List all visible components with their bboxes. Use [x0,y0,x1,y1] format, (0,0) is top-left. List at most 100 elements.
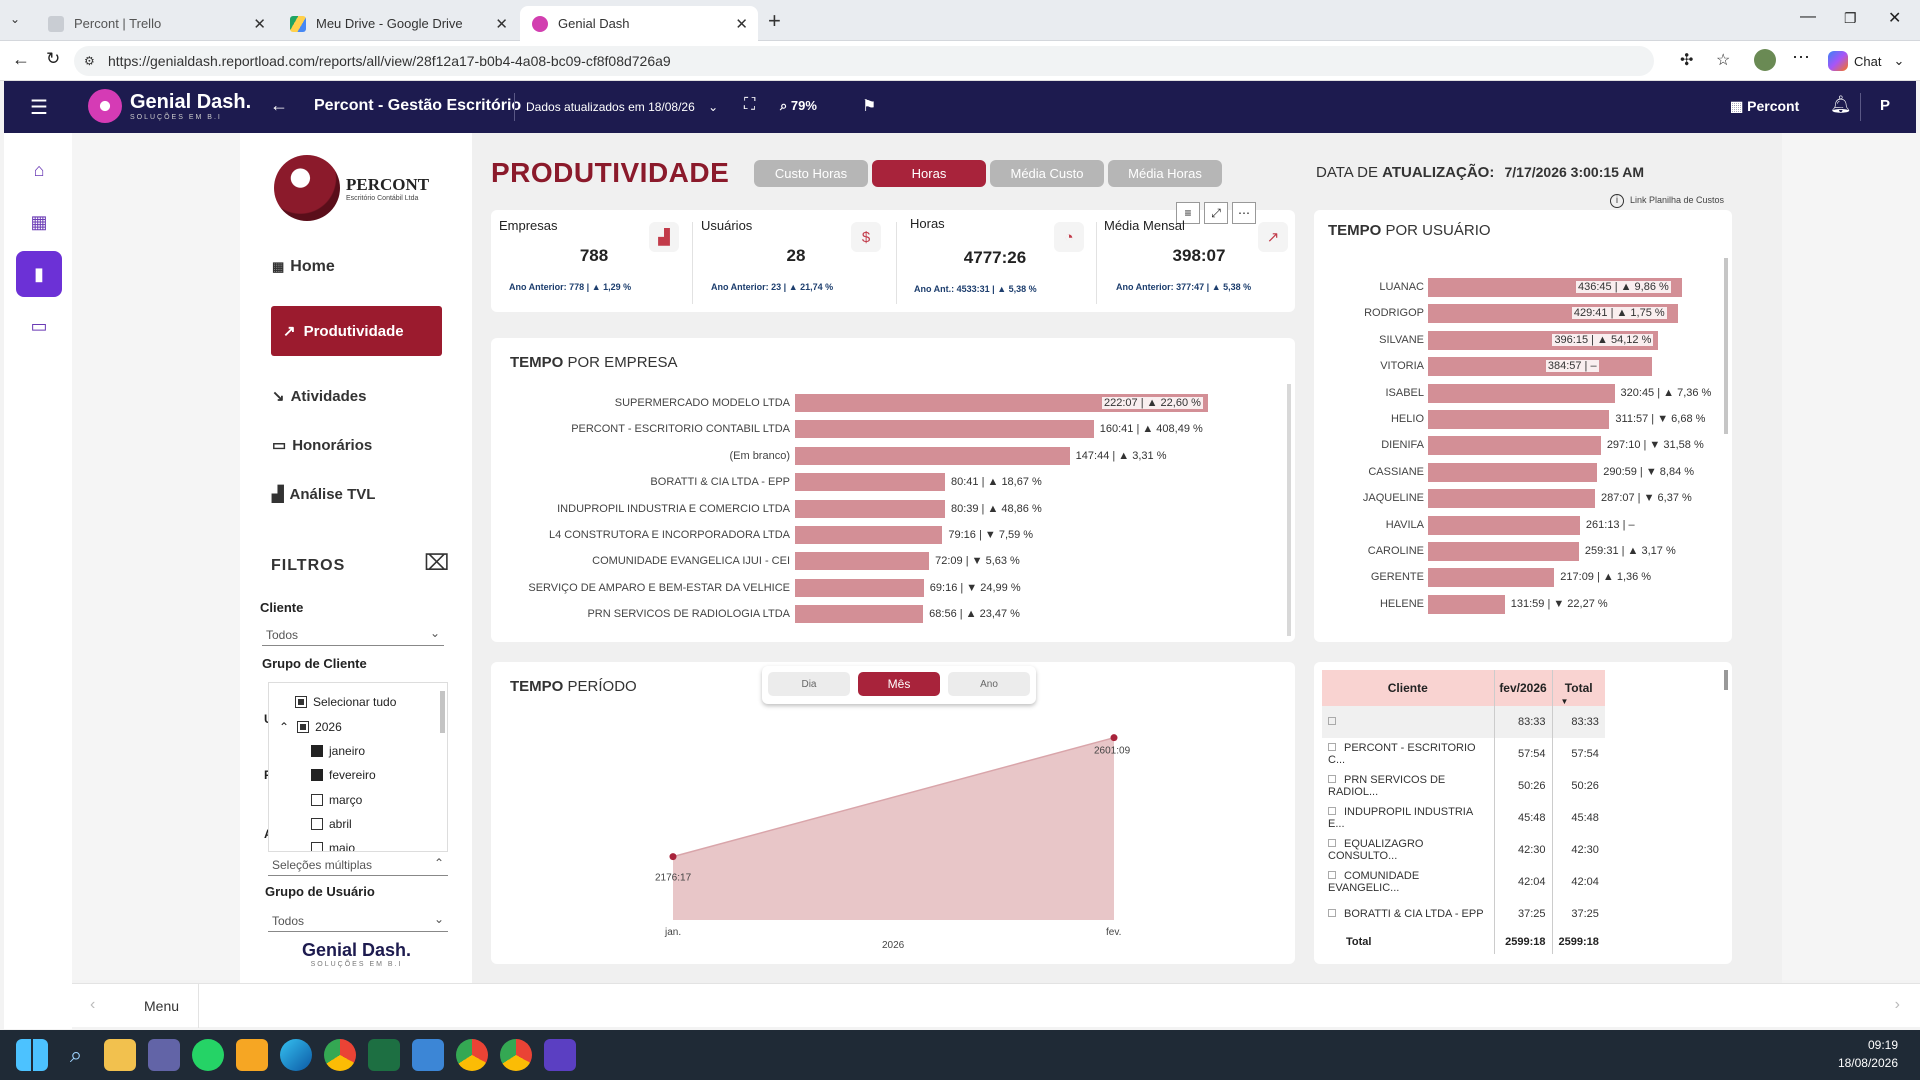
tab-google-drive[interactable]: Meu Drive - Google Drive ✕ [278,6,518,41]
bar[interactable] [795,420,1094,439]
next-page-icon[interactable]: › [1894,996,1900,1013]
site-info-icon[interactable]: ⚙ [84,54,95,68]
expand-icon[interactable] [1328,717,1336,725]
period-mes-button[interactable]: Mês [858,672,940,696]
hamburger-menu-icon[interactable]: ☰ [30,97,48,119]
table-row[interactable]: PRN SERVICOS DE RADIOL... 50:26 50:26 [1322,770,1605,802]
year-option[interactable]: ⌃ 2026 [279,720,342,734]
expand-icon[interactable] [1328,743,1336,751]
remote-desktop-icon[interactable] [412,1039,444,1071]
expand-icon[interactable] [1328,839,1336,847]
usuario-chart-scrollbar[interactable] [1724,258,1728,434]
chrome-icon[interactable] [324,1039,356,1071]
spreadsheet-link[interactable]: i Link Planilha de Custos [1610,194,1724,208]
file-explorer-icon[interactable] [104,1039,136,1071]
page-tab-menu[interactable]: Menu [144,998,180,1014]
expand-icon[interactable] [1328,807,1336,815]
bar[interactable] [1428,542,1579,561]
reload-icon[interactable]: ↻ [46,49,61,68]
segment-horas[interactable]: Horas [872,160,986,187]
back-icon[interactable]: ← [12,49,30,69]
copilot-chat-button[interactable]: Chat ⌄ [1828,51,1904,71]
favorites-icon[interactable]: ☆ [1716,52,1731,69]
table-row[interactable]: 83:33 83:33 [1322,706,1605,738]
home-icon[interactable]: ⌂ [33,159,45,180]
bar[interactable] [795,446,1070,465]
grupo-usuario-select[interactable]: Todos ⌄ [268,910,448,932]
col-header-total[interactable]: Total ▼ [1552,670,1605,706]
windows-start-icon[interactable] [16,1039,48,1071]
expand-icon[interactable] [1328,871,1336,879]
user-avatar[interactable]: P [1880,97,1891,114]
reports-chart-icon[interactable]: ▮ [16,251,62,297]
bar[interactable] [795,526,943,544]
tab-trello[interactable]: Percont | Trello ✕ [36,6,276,41]
excel-icon[interactable] [368,1039,400,1071]
bar[interactable] [795,552,930,571]
month-dropdown-list[interactable]: Selecionar tudo ⌃ 2026 janeiro fevereiro … [268,682,448,852]
bar[interactable] [1428,462,1598,482]
collapse-icon[interactable]: ⌃ [279,720,290,734]
bar[interactable] [1428,489,1595,509]
bar[interactable] [795,578,924,597]
clock-date[interactable]: 18/08/2026 [1837,1056,1898,1070]
col-header-fev[interactable]: fev/2026 [1494,670,1553,706]
month-option[interactable]: maio [311,841,355,851]
prev-page-icon[interactable]: ‹ [90,996,96,1013]
bar[interactable] [1428,357,1652,377]
bar[interactable] [1428,436,1601,456]
restore-icon[interactable]: ❐ [1844,10,1857,26]
table-row[interactable]: BORATTI & CIA LTDA - EPP 37:25 37:25 [1322,898,1605,930]
zoom-control[interactable]: ⌕ 79% [780,98,817,114]
month-option[interactable]: abril [311,817,352,831]
update-dropdown[interactable]: Dados atualizados em 18/08/26 ⌄ [526,100,718,114]
data-point[interactable] [669,853,677,861]
bar[interactable] [1428,410,1610,429]
search-icon[interactable]: ⌕ [69,1042,83,1067]
data-point[interactable] [1110,734,1118,742]
table-scrollbar[interactable] [1724,670,1728,690]
multi-select-field[interactable]: Seleções múltiplas ⌃ [268,854,448,876]
more-menu-icon[interactable]: ⋯ [1792,47,1810,67]
bar[interactable] [1428,383,1615,403]
genial-dash-logo[interactable]: Genial Dash. SOLUÇÕES EM B.I [88,89,251,123]
segment-media-custo[interactable]: Média Custo [990,160,1104,187]
bar[interactable] [795,499,945,518]
table-row[interactable]: INDUPROPIL INDUSTRIA E... 45:48 45:48 [1322,802,1605,834]
expand-icon[interactable] [1328,775,1336,783]
minimize-icon[interactable]: — [1800,8,1816,25]
table-row[interactable]: COMUNIDADE EVANGELIC... 42:04 42:04 [1322,866,1605,898]
bar[interactable] [1428,594,1505,614]
close-tab-icon[interactable]: ✕ [253,15,266,33]
notification-bell-icon[interactable]: 🔔︎ [1830,95,1852,114]
profile-avatar[interactable] [1754,49,1776,71]
extensions-icon[interactable]: ✣ [1680,52,1694,69]
more-options-icon[interactable]: ⋯ [1232,202,1256,224]
teams-icon[interactable] [148,1039,180,1071]
address-bar[interactable]: ⚙ https://genialdash.reportload.com/repo… [74,46,1654,76]
presentation-icon[interactable]: ▭ [30,315,48,336]
cliente-select[interactable]: Todos ⌄ [262,624,444,646]
back-arrow-icon[interactable]: ← [270,95,288,115]
menu-item-honorarios[interactable]: ▭ Honorários [272,436,372,454]
chrome-profile-icon[interactable] [500,1039,532,1071]
select-all-option[interactable]: Selecionar tudo [295,695,396,709]
scrollbar[interactable] [440,691,445,733]
menu-item-home[interactable]: ▦ Home [272,258,335,276]
org-selector[interactable]: ▦ Percont [1730,98,1799,115]
month-option[interactable]: fevereiro [311,768,376,782]
close-tab-icon[interactable]: ✕ [735,15,748,33]
dashboard-grid-icon[interactable]: ▦ [30,211,48,232]
menu-item-produtividade[interactable]: ↗ Produtividade [271,306,442,356]
bar[interactable] [1428,568,1555,588]
chrome-profile-icon[interactable] [456,1039,488,1071]
month-option[interactable]: março [311,793,362,807]
bar[interactable] [1428,515,1580,535]
menu-item-atividades[interactable]: ↘ Atividades [272,387,366,405]
focus-mode-icon[interactable]: ⤢ [1204,202,1228,224]
table-row[interactable]: PERCONT - ESCRITORIO C... 57:54 57:54 [1322,738,1605,770]
tab-list-button[interactable]: ⌄ [10,12,21,26]
clock-time[interactable]: 09:19 [1867,1038,1898,1052]
table-row[interactable]: EQUALIZAGRO CONSULTO... 42:30 42:30 [1322,834,1605,866]
new-tab-button[interactable]: + [768,8,781,33]
